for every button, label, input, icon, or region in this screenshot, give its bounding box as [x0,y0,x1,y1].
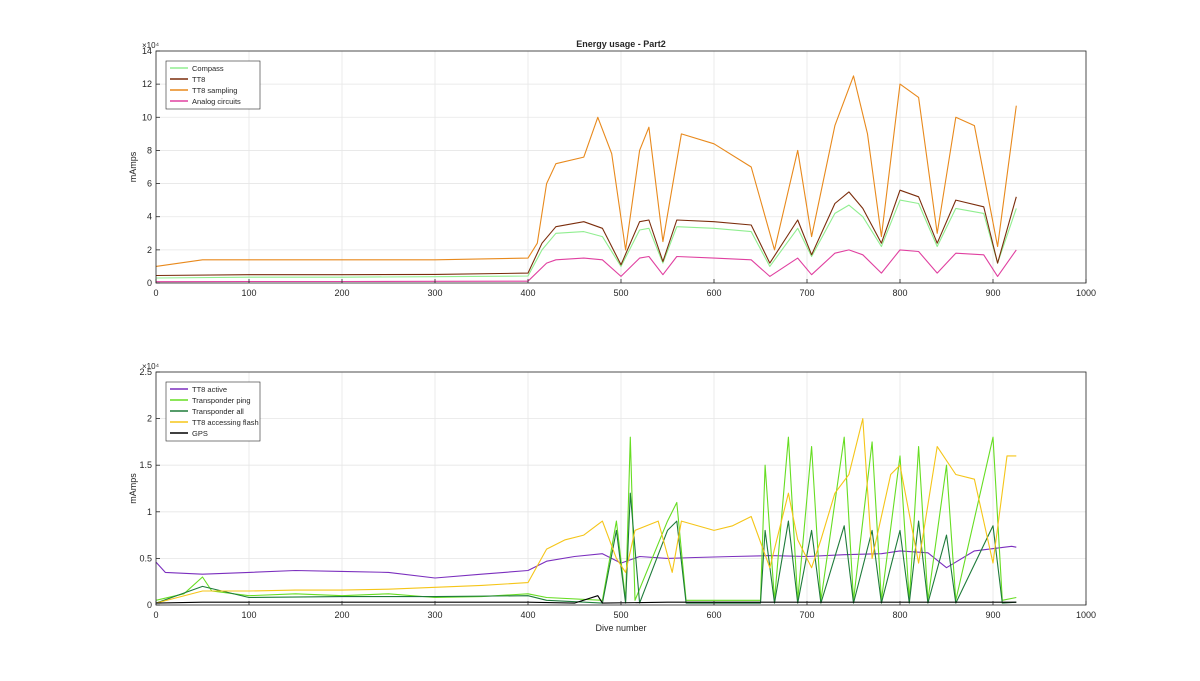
y-tick-label: 0 [147,600,152,610]
y-tick-labels: 0 0.5 1 1.5 2 2.5 [139,367,160,610]
y-tick-label: 1 [147,507,152,517]
y-tick-label: 10 [142,112,152,122]
axes-series-lines [155,75,1017,283]
series-line-1 [155,436,1017,601]
y-tick-labels: 0 2 4 6 8 10 12 14 [142,46,160,288]
y-tick-label: 2 [147,245,152,255]
y-exponent-label: ×10⁴ [142,362,160,371]
series-line-2 [155,75,1017,267]
x-tick-label: 0 [153,610,158,620]
series-line-0 [155,199,1017,279]
legend-entry: Transponder ping [192,396,251,405]
legend: Compass TT8 TT8 sampling Analog circuits [165,60,261,110]
series-line-4 [155,595,1017,604]
axes-energy-usage: 0 100 200 300 400 500 600 700 800 900 1000 0 2 4 6 8 10… [128,39,1096,298]
y-tick-label: 1.5 [139,460,152,470]
y-exponent-label: ×10⁴ [142,41,160,50]
x-tick-label: 400 [520,610,535,620]
x-tick-label: 300 [427,288,442,298]
legend-entry: TT8 [192,75,205,84]
y-tick-label: 14 [142,46,152,56]
y-axis-label: mAmps [128,473,138,504]
x-tick-labels: 0 100 200 300 400 500 600 700 800 900 1000 [153,601,1096,620]
y-tick-label: 0.5 [139,553,152,563]
axes-dive-activity: 0 100 200 300 400 500 600 700 800 900 1000 0 0.5 1 1.… [128,362,1096,633]
x-tick-label: 300 [427,610,442,620]
x-tick-label: 100 [241,610,256,620]
x-axis-label: Dive number [595,623,646,633]
y-tick-label: 12 [142,79,152,89]
legend-entry: Transponder all [192,407,244,416]
x-tick-label: 500 [613,288,628,298]
x-tick-label: 1000 [1076,288,1096,298]
series-line-0 [155,545,1017,579]
axes-series-lines [155,418,1017,604]
x-tick-label: 900 [985,610,1000,620]
y-axis-label: mAmps [128,151,138,182]
legend-entry: TT8 sampling [192,86,237,95]
legend-entry: Compass [192,64,224,73]
x-tick-label: 200 [334,288,349,298]
y-tick-label: 6 [147,179,152,189]
x-tick-label: 600 [706,288,721,298]
y-tick-label: 2.5 [139,367,152,377]
x-tick-label: 800 [892,288,907,298]
series-line-2 [155,492,1017,604]
y-tick-label: 2 [147,414,152,424]
x-tick-label: 400 [520,288,535,298]
x-tick-label: 200 [334,610,349,620]
series-line-3 [155,418,1017,604]
y-tick-label: 0 [147,278,152,288]
x-tick-label: 100 [241,288,256,298]
legend-entry: GPS [192,429,208,438]
x-tick-label: 500 [613,610,628,620]
y-tick-label: 8 [147,145,152,155]
x-tick-label: 900 [985,288,1000,298]
x-tick-labels: 0 100 200 300 400 500 600 700 800 900 1000 [153,279,1096,298]
x-tick-label: 1000 [1076,610,1096,620]
x-tick-label: 700 [799,288,814,298]
x-tick-label: 800 [892,610,907,620]
series-line-3 [155,249,1017,283]
series-line-1 [155,189,1017,277]
x-tick-label: 700 [799,610,814,620]
x-tick-label: 600 [706,610,721,620]
legend-entry: Analog circuits [192,97,241,106]
x-tick-label: 0 [153,288,158,298]
chart-title: Energy usage - Part2 [576,39,666,49]
legend-entry: TT8 active [192,385,227,394]
legend: TT8 active Transponder ping Transponder al… [165,381,261,442]
y-tick-label: 4 [147,212,152,222]
legend-entry: TT8 accessing flash [192,418,259,427]
